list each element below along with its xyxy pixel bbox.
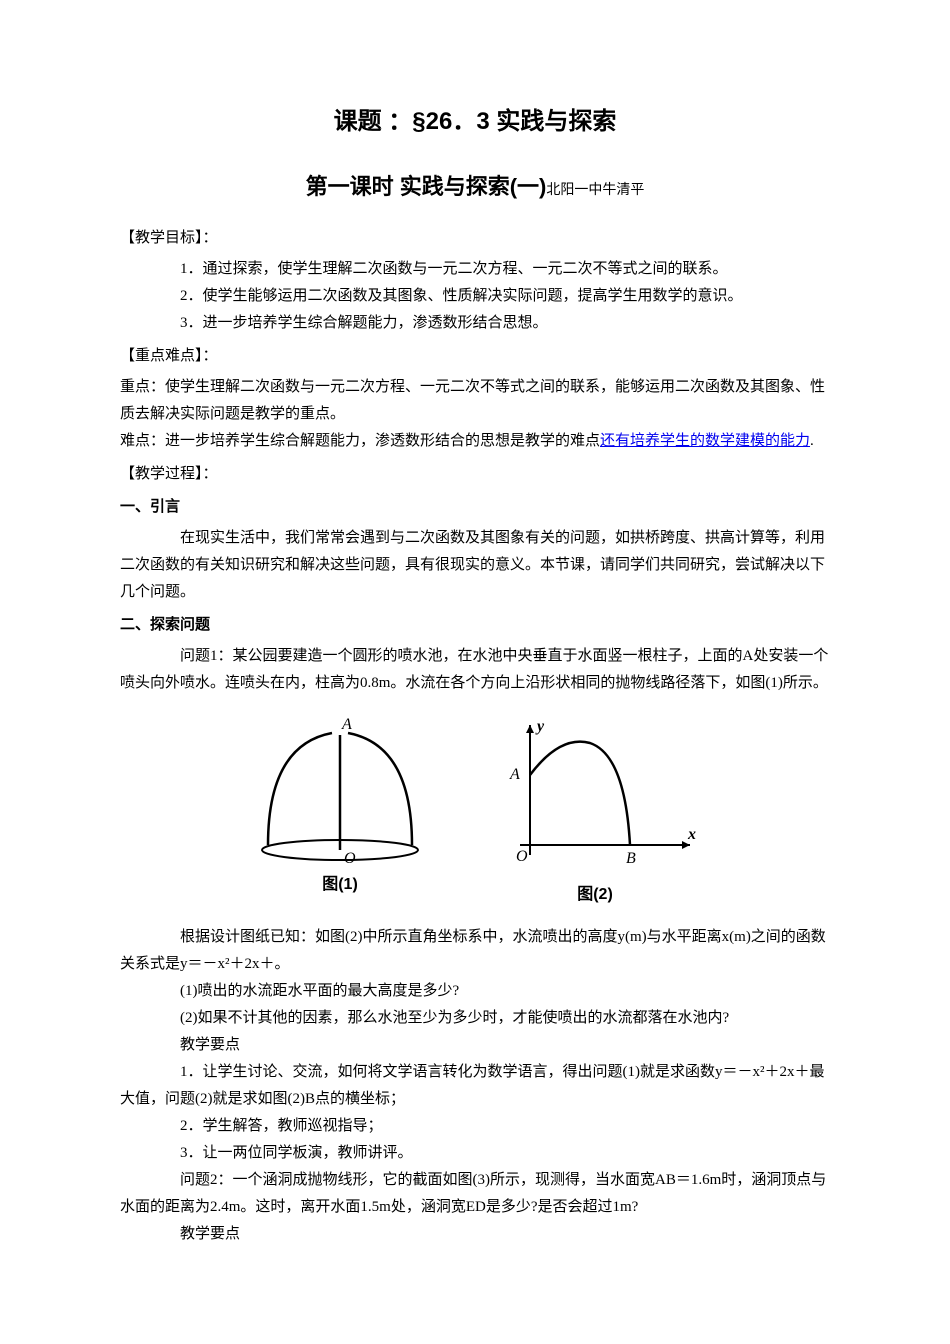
- q1-sub2: (2)如果不计其他的因素，那么水池至少为多少时，才能使喷出的水流都落在水池内?: [120, 1005, 830, 1032]
- zdnd-nd: 难点：进一步培养学生综合解题能力，渗透数形结合的思想是教学的难点还有培养学生的数…: [120, 428, 830, 455]
- zdnd-nd-link[interactable]: 还有培养学生的数学建模的能力: [600, 433, 810, 449]
- section1-heading: 一、引言: [120, 494, 830, 521]
- section1-p1: 在现实生活中，我们常常会遇到与二次函数及其图象有关的问题，如拱桥跨度、拱高计算等…: [120, 525, 830, 606]
- jxmb-item-1: 1．通过探索，使学生理解二次函数与一元二次方程、一元二次不等式之间的联系。: [120, 256, 830, 283]
- jxmb-item-3: 3．进一步培养学生综合解题能力，渗透数形结合思想。: [120, 310, 830, 337]
- period: .: [810, 433, 814, 449]
- figure-2-svg: A O B x y: [490, 715, 700, 875]
- jxyd2: 2．学生解答，教师巡视指导；: [120, 1113, 830, 1140]
- figure-1-svg: A O: [250, 715, 430, 865]
- figure-row: A O 图(1) A O B x y 图(2): [120, 715, 830, 910]
- jxyd-label: 教学要点: [120, 1032, 830, 1059]
- figure-2: A O B x y 图(2): [490, 715, 700, 910]
- zdnd-zd: 重点：使学生理解二次函数与一元二次方程、一元二次不等式之间的联系，能够运用二次函…: [120, 374, 830, 428]
- zdnd-label: 【重点难点】：: [120, 343, 830, 370]
- fig2-label-o: O: [516, 848, 528, 865]
- fig2-label-a: A: [509, 766, 520, 783]
- jxmb-label: 【教学目标】：: [120, 225, 830, 252]
- fig1-label-o: O: [344, 850, 356, 865]
- figure-1: A O 图(1): [250, 715, 430, 910]
- jxyd3: 3．让一两位同学板演，教师讲评。: [120, 1140, 830, 1167]
- jxyd1: 1．让学生讨论、交流，如何将文学语言转化为数学语言，得出问题(1)就是求函数y＝…: [120, 1059, 830, 1113]
- fig2-label-x: x: [687, 826, 696, 843]
- q1-p2: 根据设计图纸已知：如图(2)中所示直角坐标系中，水流喷出的高度y(m)与水平距离…: [120, 924, 830, 978]
- fig2-label-b: B: [626, 850, 636, 867]
- zdnd-nd-prefix: 难点：进一步培养学生综合解题能力，渗透数形结合的思想是教学的难点: [120, 433, 600, 449]
- zdnd-zd-text: 重点：使学生理解二次函数与一元二次方程、一元二次不等式之间的联系，能够运用二次函…: [120, 379, 825, 422]
- title-main: 课题 ：§26．3 实践与探索: [120, 100, 830, 143]
- title-sub: 第一课时 实践与探索(一)北阳一中牛清平: [120, 167, 830, 207]
- jxgc-label: 【教学过程】：: [120, 461, 830, 488]
- title-sub-text: 第一课时 实践与探索(一): [306, 174, 547, 199]
- jxmb-item-2: 2．使学生能够运用二次函数及其图象、性质解决实际问题，提高学生用数学的意识。: [120, 283, 830, 310]
- q2-jxyd: 教学要点: [120, 1221, 830, 1248]
- q1-sub1: (1)喷出的水流距水平面的最大高度是多少?: [120, 978, 830, 1005]
- q2-p1: 问题2：一个涵洞成抛物线形，它的截面如图(3)所示，现测得，当水面宽AB＝1.6…: [120, 1167, 830, 1221]
- fig1-label-a: A: [341, 716, 352, 733]
- figure-1-caption: 图(1): [322, 871, 358, 900]
- q1-p1: 问题1：某公园要建造一个圆形的喷水池，在水池中央垂直于水面竖一根柱子，上面的A处…: [120, 643, 830, 697]
- figure-2-caption: 图(2): [577, 881, 613, 910]
- title-sub-suffix: 北阳一中牛清平: [546, 181, 644, 197]
- section2-heading: 二、探索问题: [120, 612, 830, 639]
- fig2-label-y: y: [535, 718, 545, 735]
